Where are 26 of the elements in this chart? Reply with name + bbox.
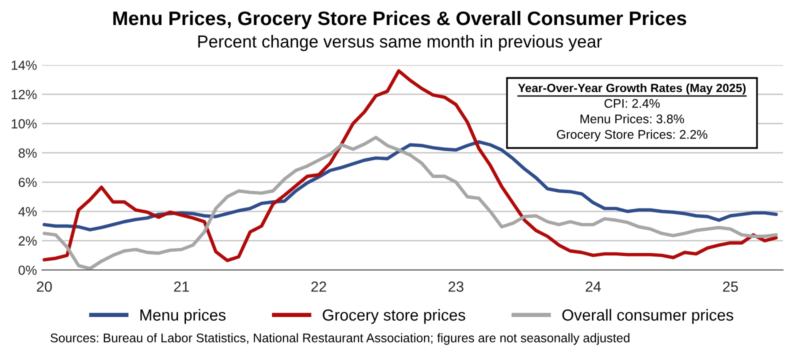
y-tick-label: 2% (18, 236, 37, 246)
chart-subtitle: Percent change versus same month in previous year (198, 34, 602, 52)
line-series (42, 140, 778, 232)
legend-label: Overall consumer prices (562, 308, 734, 324)
annotation: Menu Prices: 3.8% (580, 114, 684, 124)
x-tick-label: 22 (311, 281, 326, 292)
x-tick-label: 25 (723, 281, 738, 292)
y-tick-label: 14% (12, 60, 37, 70)
y-tick-label: 8% (18, 148, 37, 158)
y-tick-label: 4% (18, 207, 37, 216)
y-tick-label: 0% (18, 266, 37, 275)
legend-label: Menu prices (140, 308, 226, 324)
x-tick-label: 24 (586, 281, 601, 292)
chart-title: Menu Prices, Grocery Store Prices & Overall Consumer Prices (113, 10, 686, 30)
annotation: CPI: 2.4% (604, 99, 660, 108)
x-tick-label: 21 (174, 281, 189, 292)
line-series (42, 69, 778, 262)
source-note: Sources: Bureau of Labor Statistics, National Restaurant Association; figures are not seasonally adjusted (50, 333, 630, 345)
annotation: Year-Over-Year Growth Rates (May 2025) (518, 84, 746, 94)
x-tick-label: 20 (36, 281, 52, 292)
y-tick-label: 12% (12, 90, 37, 100)
y-tick-label: 10% (12, 119, 37, 128)
legend-label: Grocery store prices (322, 308, 466, 324)
y-tick-label: 6% (18, 178, 37, 188)
x-tick-label: 23 (448, 281, 464, 292)
annotation: Grocery Store Prices: 2.2% (556, 130, 708, 142)
